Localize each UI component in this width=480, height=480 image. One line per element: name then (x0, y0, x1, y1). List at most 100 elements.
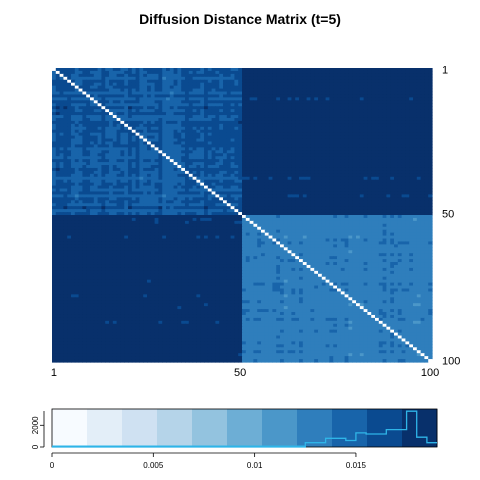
heatmap-cell (363, 185, 368, 190)
heatmap-cell (302, 85, 308, 90)
heatmap-cell (272, 191, 277, 196)
heatmap-cell (401, 170, 406, 175)
heatmap-cell (120, 132, 125, 137)
heatmap-cell (242, 165, 247, 169)
heatmap-cell (230, 194, 235, 198)
heatmap-cell (158, 173, 163, 178)
heatmap-cell (306, 115, 311, 119)
heatmap-cell (120, 200, 125, 204)
heatmap-cell (131, 150, 137, 154)
heatmap-cell (226, 132, 232, 137)
heatmap-cell (55, 76, 61, 81)
heatmap-diagonal-cell (128, 126, 133, 131)
heatmap-cell (196, 100, 201, 104)
heatmap-cell (352, 173, 357, 178)
heatmap-cell (416, 212, 422, 216)
heatmap-cell (386, 88, 391, 93)
heatmap-cell (188, 200, 194, 204)
heatmap-cell (299, 167, 304, 172)
heatmap-cell (378, 106, 384, 110)
heatmap-cell (413, 200, 418, 204)
heatmap-cell (97, 153, 102, 157)
heatmap-cell (405, 167, 410, 172)
heatmap-cell (318, 70, 323, 75)
heatmap-cell (371, 194, 376, 198)
heatmap-cell (375, 103, 380, 107)
heatmap-cell (219, 129, 224, 134)
heatmap-cell (200, 68, 205, 72)
heatmap-cell (428, 153, 433, 157)
heatmap-cell (291, 85, 296, 90)
heatmap-cell (333, 70, 338, 75)
heatmap-cell (204, 206, 209, 210)
heatmap-cell (105, 100, 110, 104)
heatmap-cell (86, 162, 91, 166)
heatmap-cell (86, 203, 91, 207)
heatmap-cell (52, 179, 57, 184)
heatmap-cell (291, 123, 296, 128)
heatmap-cell (386, 206, 391, 210)
heatmap-cell (71, 182, 76, 187)
heatmap-cell (302, 70, 308, 75)
heatmap-cell (257, 70, 262, 75)
heatmap-cell (93, 88, 99, 93)
heatmap-cell (359, 112, 365, 116)
heatmap-cell (169, 123, 175, 128)
heatmap-cell (109, 209, 114, 213)
heatmap-cell (120, 147, 125, 151)
heatmap-cell (325, 126, 330, 131)
heatmap-cell (272, 176, 277, 181)
heatmap-cell (173, 70, 178, 75)
heatmap-cell (86, 135, 91, 140)
heatmap-cell (128, 85, 133, 90)
heatmap-cell (310, 103, 315, 107)
heatmap-cell (55, 138, 61, 143)
heatmap-cell (333, 68, 338, 72)
heatmap-cell (71, 120, 76, 125)
heatmap-cell (299, 179, 304, 184)
heatmap-cell (367, 191, 372, 196)
heatmap-cell (321, 88, 327, 93)
heatmap-diagonal-cell (162, 153, 167, 157)
heatmap-cell (67, 165, 72, 169)
heatmap-cell (52, 94, 57, 98)
heatmap-cell (359, 117, 365, 122)
heatmap-cell (55, 167, 61, 172)
heatmap-cell (215, 159, 220, 163)
heatmap-cell (321, 144, 327, 148)
heatmap-cell (318, 109, 323, 113)
heatmap-cell (234, 176, 239, 181)
heatmap-cell (154, 206, 159, 210)
heatmap-cell (253, 129, 258, 134)
heatmap-cell (257, 123, 262, 128)
heatmap-cell (124, 73, 129, 78)
heatmap-cell (302, 191, 308, 196)
heatmap-cell (158, 206, 163, 210)
heatmap-cell (154, 162, 159, 166)
heatmap-cell (413, 179, 418, 184)
heatmap-cell (166, 94, 171, 98)
heatmap-cell (204, 109, 209, 113)
heatmap-cell (131, 138, 137, 143)
heatmap-cell (401, 106, 406, 110)
heatmap-cell (420, 126, 425, 131)
heatmap-cell (234, 147, 239, 151)
heatmap-cell (230, 162, 235, 166)
heatmap-cell (204, 200, 209, 204)
heatmap-cell (63, 197, 68, 201)
heatmap-diagonal-cell (67, 79, 72, 84)
heatmap-cell (409, 212, 414, 216)
heatmap-cell (242, 203, 247, 207)
heatmap-cell (318, 147, 323, 151)
heatmap-cell (150, 165, 156, 169)
heatmap-cell (234, 191, 239, 196)
heatmap-cell (356, 94, 361, 98)
heatmap-cell (226, 115, 232, 119)
heatmap-cell (207, 112, 213, 116)
heatmap-cell (280, 182, 285, 187)
heatmap-cell (371, 167, 376, 172)
heatmap-cell (409, 103, 414, 107)
heatmap-cell (390, 167, 395, 172)
heatmap-cell (390, 91, 395, 96)
heatmap-cell (302, 162, 308, 166)
